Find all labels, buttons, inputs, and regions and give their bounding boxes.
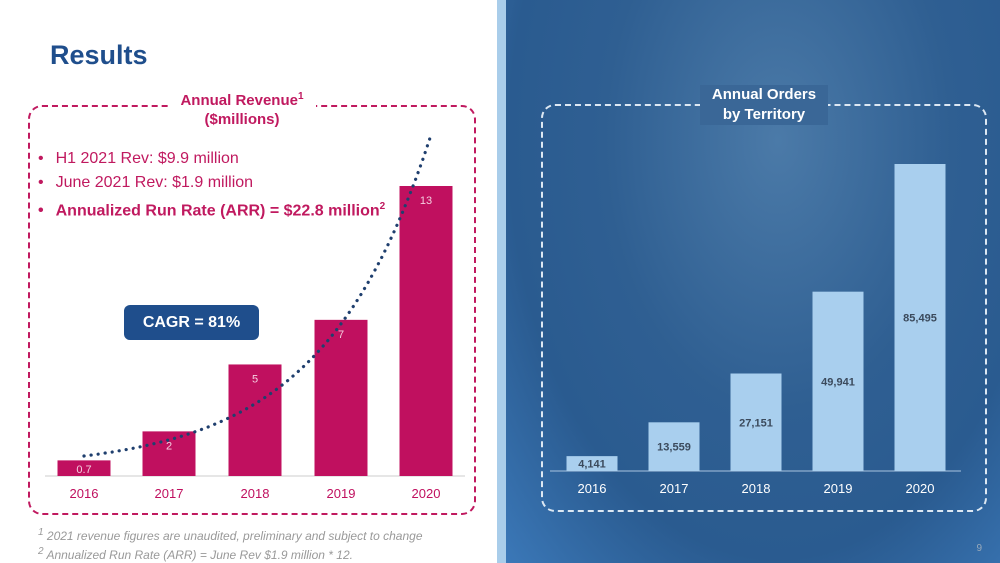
data-label: 0.7 [76, 464, 91, 476]
data-label: 85,495 [903, 313, 937, 325]
revenue-bar [228, 364, 282, 476]
orders-title: Annual Orders by Territory [700, 85, 828, 125]
data-label: 4,141 [578, 459, 606, 471]
x-tick-label: 2016 [578, 481, 607, 496]
footnote-2: 2 Annualized Run Rate (ARR) = June Rev $… [38, 546, 353, 562]
bullet-arr: Annualized Run Rate (ARR) = $22.8 millio… [38, 195, 386, 223]
x-tick-label: 2017 [660, 481, 689, 496]
data-label: 13 [420, 195, 432, 207]
x-tick-label: 2018 [241, 486, 270, 501]
footnote-1: 1 2021 revenue figures are unaudited, pr… [38, 527, 423, 543]
revenue-bar [314, 319, 368, 476]
x-tick-label: 2019 [824, 481, 853, 496]
data-label: 2 [166, 440, 172, 452]
bullet: H1 2021 Rev: $9.9 million [38, 147, 385, 171]
revenue-bullets: H1 2021 Rev: $9.9 million June 2021 Rev:… [38, 147, 386, 223]
revenue-bar [399, 186, 453, 476]
bullet: June 2021 Rev: $1.9 million [38, 171, 385, 195]
page-number: 9 [976, 543, 982, 554]
x-tick-label: 2020 [906, 481, 935, 496]
orders-bar [812, 291, 864, 471]
trendline [82, 136, 432, 458]
data-label: 13,559 [657, 442, 691, 454]
x-tick-label: 2020 [412, 486, 441, 501]
orders-bar [730, 373, 782, 471]
orders-bar [648, 422, 700, 471]
data-label: 49,941 [821, 376, 855, 388]
orders-bar [566, 456, 618, 471]
page-title: Results [50, 40, 148, 70]
cagr-badge: CAGR = 81% [124, 305, 259, 340]
orders-bar [894, 164, 946, 471]
revenue-bar [142, 431, 196, 476]
data-label: 27,151 [739, 417, 773, 429]
footnotes: 1 2021 revenue figures are unaudited, pr… [38, 525, 423, 563]
data-label: 7 [338, 329, 344, 341]
revenue-title: Annual Revenue1 ($millions) [168, 87, 316, 129]
x-tick-label: 2016 [70, 486, 99, 501]
x-tick-label: 2018 [742, 481, 771, 496]
data-label: 5 [252, 373, 258, 385]
divider-strip [497, 0, 506, 563]
x-tick-label: 2019 [327, 486, 356, 501]
x-tick-label: 2017 [155, 486, 184, 501]
revenue-bar [57, 460, 111, 476]
